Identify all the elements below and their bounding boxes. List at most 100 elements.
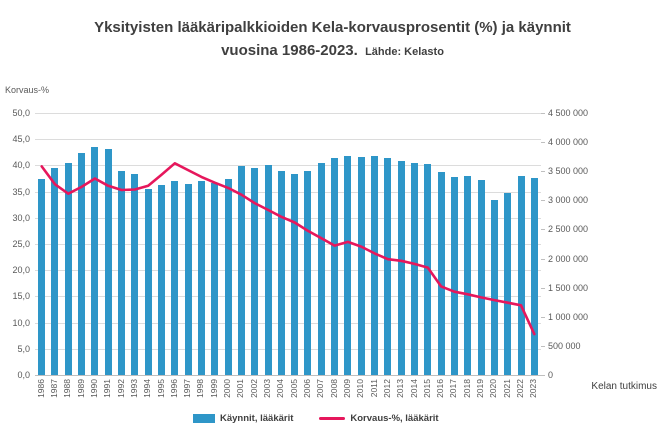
left-axis-tick-label: 50,0 <box>12 108 30 118</box>
left-axis-title: Korvaus-% <box>5 85 50 95</box>
gridline <box>35 165 541 167</box>
bar <box>197 180 205 375</box>
gridline <box>35 113 541 114</box>
bar <box>477 179 485 375</box>
right-axis-tick-mark <box>541 258 545 260</box>
right-axis-tick-mark <box>541 287 545 289</box>
bar <box>504 192 512 375</box>
x-axis-year-label: 1996 <box>168 379 179 398</box>
right-axis-tick-mark <box>541 345 545 347</box>
legend: Käynnit, lääkärit Korvaus-%, lääkärit <box>193 413 439 424</box>
gridline <box>35 139 541 141</box>
right-axis-tick-mark <box>541 229 545 231</box>
x-axis-year-label: 1995 <box>155 379 166 398</box>
chart-title: Yksityisten lääkäripalkkioiden Kela-korv… <box>0 16 665 64</box>
legend-item-percent: Korvaus-%, lääkärit <box>319 413 439 424</box>
x-axis-year-label: 1991 <box>102 379 113 398</box>
right-axis-tick-mark <box>541 316 545 318</box>
bar <box>450 177 458 375</box>
bar <box>51 167 59 375</box>
right-axis-tick-mark <box>541 142 545 144</box>
bar <box>371 155 379 375</box>
x-axis-year-label: 2006 <box>301 379 312 398</box>
x-axis-year-label: 2001 <box>235 379 246 398</box>
gridline <box>35 191 541 193</box>
x-axis-year-label: 1994 <box>142 379 153 398</box>
bar <box>251 168 259 375</box>
bar <box>517 176 525 375</box>
x-axis-year-label: 2017 <box>448 379 459 398</box>
bar <box>397 161 405 375</box>
chart-title-line1: Yksityisten lääkäripalkkioiden Kela-korv… <box>94 19 571 36</box>
left-axis-tick-label: 0,0 <box>17 370 30 380</box>
bar <box>291 173 299 375</box>
legend-label-percent: Korvaus-%, lääkärit <box>350 413 439 424</box>
legend-label-visits: Käynnit, lääkärit <box>220 413 294 424</box>
x-axis-year-label: 2010 <box>355 379 366 398</box>
legend-bar-swatch-icon <box>193 414 215 423</box>
x-axis-year-label: 2005 <box>288 379 299 398</box>
bar <box>64 162 72 375</box>
left-axis-tick-label: 15,0 <box>12 291 30 302</box>
x-axis-year-label: 2013 <box>395 379 406 398</box>
x-axis-year-label: 2014 <box>408 379 419 398</box>
x-axis-year-label: 2009 <box>341 379 352 398</box>
right-axis-tick-label: 3 000 000 <box>548 195 589 206</box>
bar <box>237 165 245 375</box>
x-axis-year-label: 1997 <box>182 379 193 398</box>
bar <box>131 173 139 375</box>
x-axis-year-label: 2011 <box>368 379 379 398</box>
x-axis-year-label: 2018 <box>461 379 472 398</box>
bar <box>171 181 179 375</box>
x-axis-year-label: 2003 <box>262 379 273 398</box>
right-axis-tick-label: 4 000 000 <box>548 137 589 148</box>
x-axis-year-label: 1999 <box>208 379 219 398</box>
x-axis-year-label: 2019 <box>475 379 486 398</box>
right-axis-tick-mark <box>541 113 545 114</box>
right-axis-tick-mark <box>541 375 545 376</box>
x-axis-year-label: 1989 <box>75 379 86 398</box>
x-axis-year-label: 2002 <box>248 379 259 398</box>
bar <box>437 171 445 375</box>
x-axis-year-label: 2022 <box>515 379 526 398</box>
bar <box>184 184 192 375</box>
legend-line-swatch-icon <box>319 417 346 420</box>
bar <box>38 179 46 375</box>
x-axis-year-label: 1988 <box>62 379 73 398</box>
bar <box>411 162 418 375</box>
left-axis-tick-label: 40,0 <box>12 160 30 171</box>
bar <box>331 157 339 375</box>
right-axis-tick-label: 4 500 000 <box>548 108 589 118</box>
x-axis-year-label: 2000 <box>222 379 233 398</box>
left-axis-tick-label: 10,0 <box>12 317 30 328</box>
bar <box>464 176 472 375</box>
right-axis-tick-label: 3 500 000 <box>548 166 589 177</box>
bar <box>344 155 352 375</box>
bar <box>118 171 126 375</box>
legend-item-visits: Käynnit, lääkärit <box>193 413 293 424</box>
x-axis-year-label: 2021 <box>501 379 512 398</box>
left-axis-tick-label: 30,0 <box>12 212 30 223</box>
chart-title-years: vuosina 1986-2023. <box>221 42 358 59</box>
left-axis-tick-label: 25,0 <box>12 239 30 249</box>
left-axis-tick-label: 20,0 <box>12 265 30 276</box>
bar <box>224 179 232 375</box>
bar <box>144 189 152 375</box>
line-series <box>40 161 536 336</box>
bar <box>104 149 112 375</box>
bar <box>158 185 165 375</box>
gridline <box>35 348 541 350</box>
bar <box>384 158 392 375</box>
bar <box>211 183 219 375</box>
x-axis-year-label: 1993 <box>128 379 139 398</box>
right-axis-tick-label: 1 000 000 <box>548 311 589 322</box>
x-axis-year-label: 1990 <box>88 379 99 398</box>
x-axis-year-label: 2015 <box>421 379 432 398</box>
bar <box>317 162 325 375</box>
right-axis-tick-label: 1 500 000 <box>548 282 589 293</box>
left-axis-tick-label: 45,0 <box>12 134 30 145</box>
chart-source-note: Lähde: Kelasto <box>365 46 444 58</box>
bar <box>530 178 538 375</box>
right-axis-tick-mark <box>541 200 545 202</box>
